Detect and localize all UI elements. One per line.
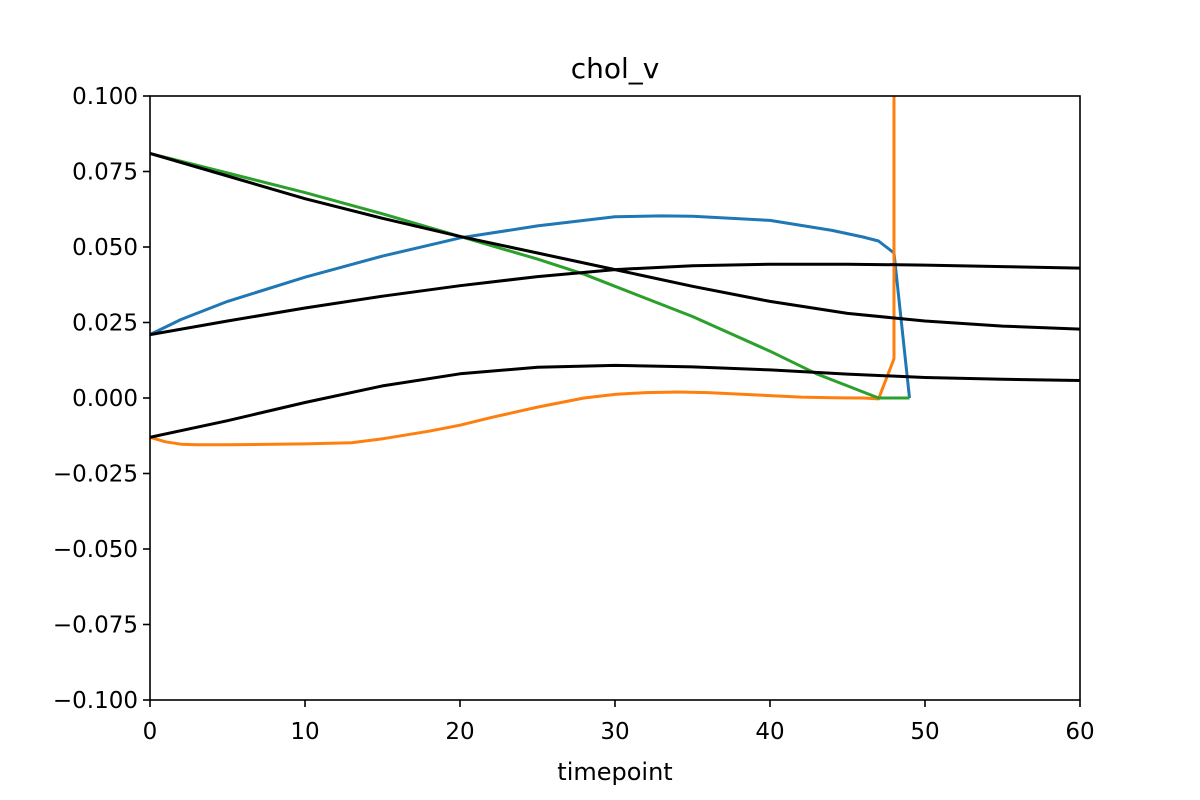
y-tick-label: −0.100	[53, 688, 138, 714]
y-tick-label: 0.050	[72, 235, 138, 261]
x-tick-label: 30	[600, 719, 629, 745]
x-tick-label: 0	[143, 719, 158, 745]
x-tick-label: 10	[290, 719, 319, 745]
y-tick-label: −0.075	[53, 613, 138, 639]
x-axis-label: timepoint	[557, 758, 672, 786]
x-tick-label: 60	[1065, 719, 1094, 745]
y-tick-label: −0.025	[53, 462, 138, 488]
y-tick-label: 0.100	[72, 84, 138, 110]
series-layer	[150, 96, 1080, 447]
ticks-layer: 0 10 20 30 40 50 60 −0.100 −0.075 −0.050 −0.025 0.0…	[53, 84, 1095, 745]
y-tick-label: 0.025	[72, 311, 138, 337]
x-tick-label: 40	[755, 719, 784, 745]
series-line-3	[150, 151, 910, 400]
x-tick-label: 20	[445, 719, 474, 745]
series-line-2	[150, 96, 896, 447]
chart-title: chol_v	[571, 52, 660, 85]
x-tick-label: 50	[910, 719, 939, 745]
y-tick-label: 0.075	[72, 160, 138, 186]
series-line-5	[150, 262, 1080, 337]
y-tick-label: 0.000	[72, 386, 138, 412]
series-line-1	[150, 214, 911, 399]
series-line-6	[150, 363, 1080, 439]
y-tick-label: −0.050	[53, 537, 138, 563]
